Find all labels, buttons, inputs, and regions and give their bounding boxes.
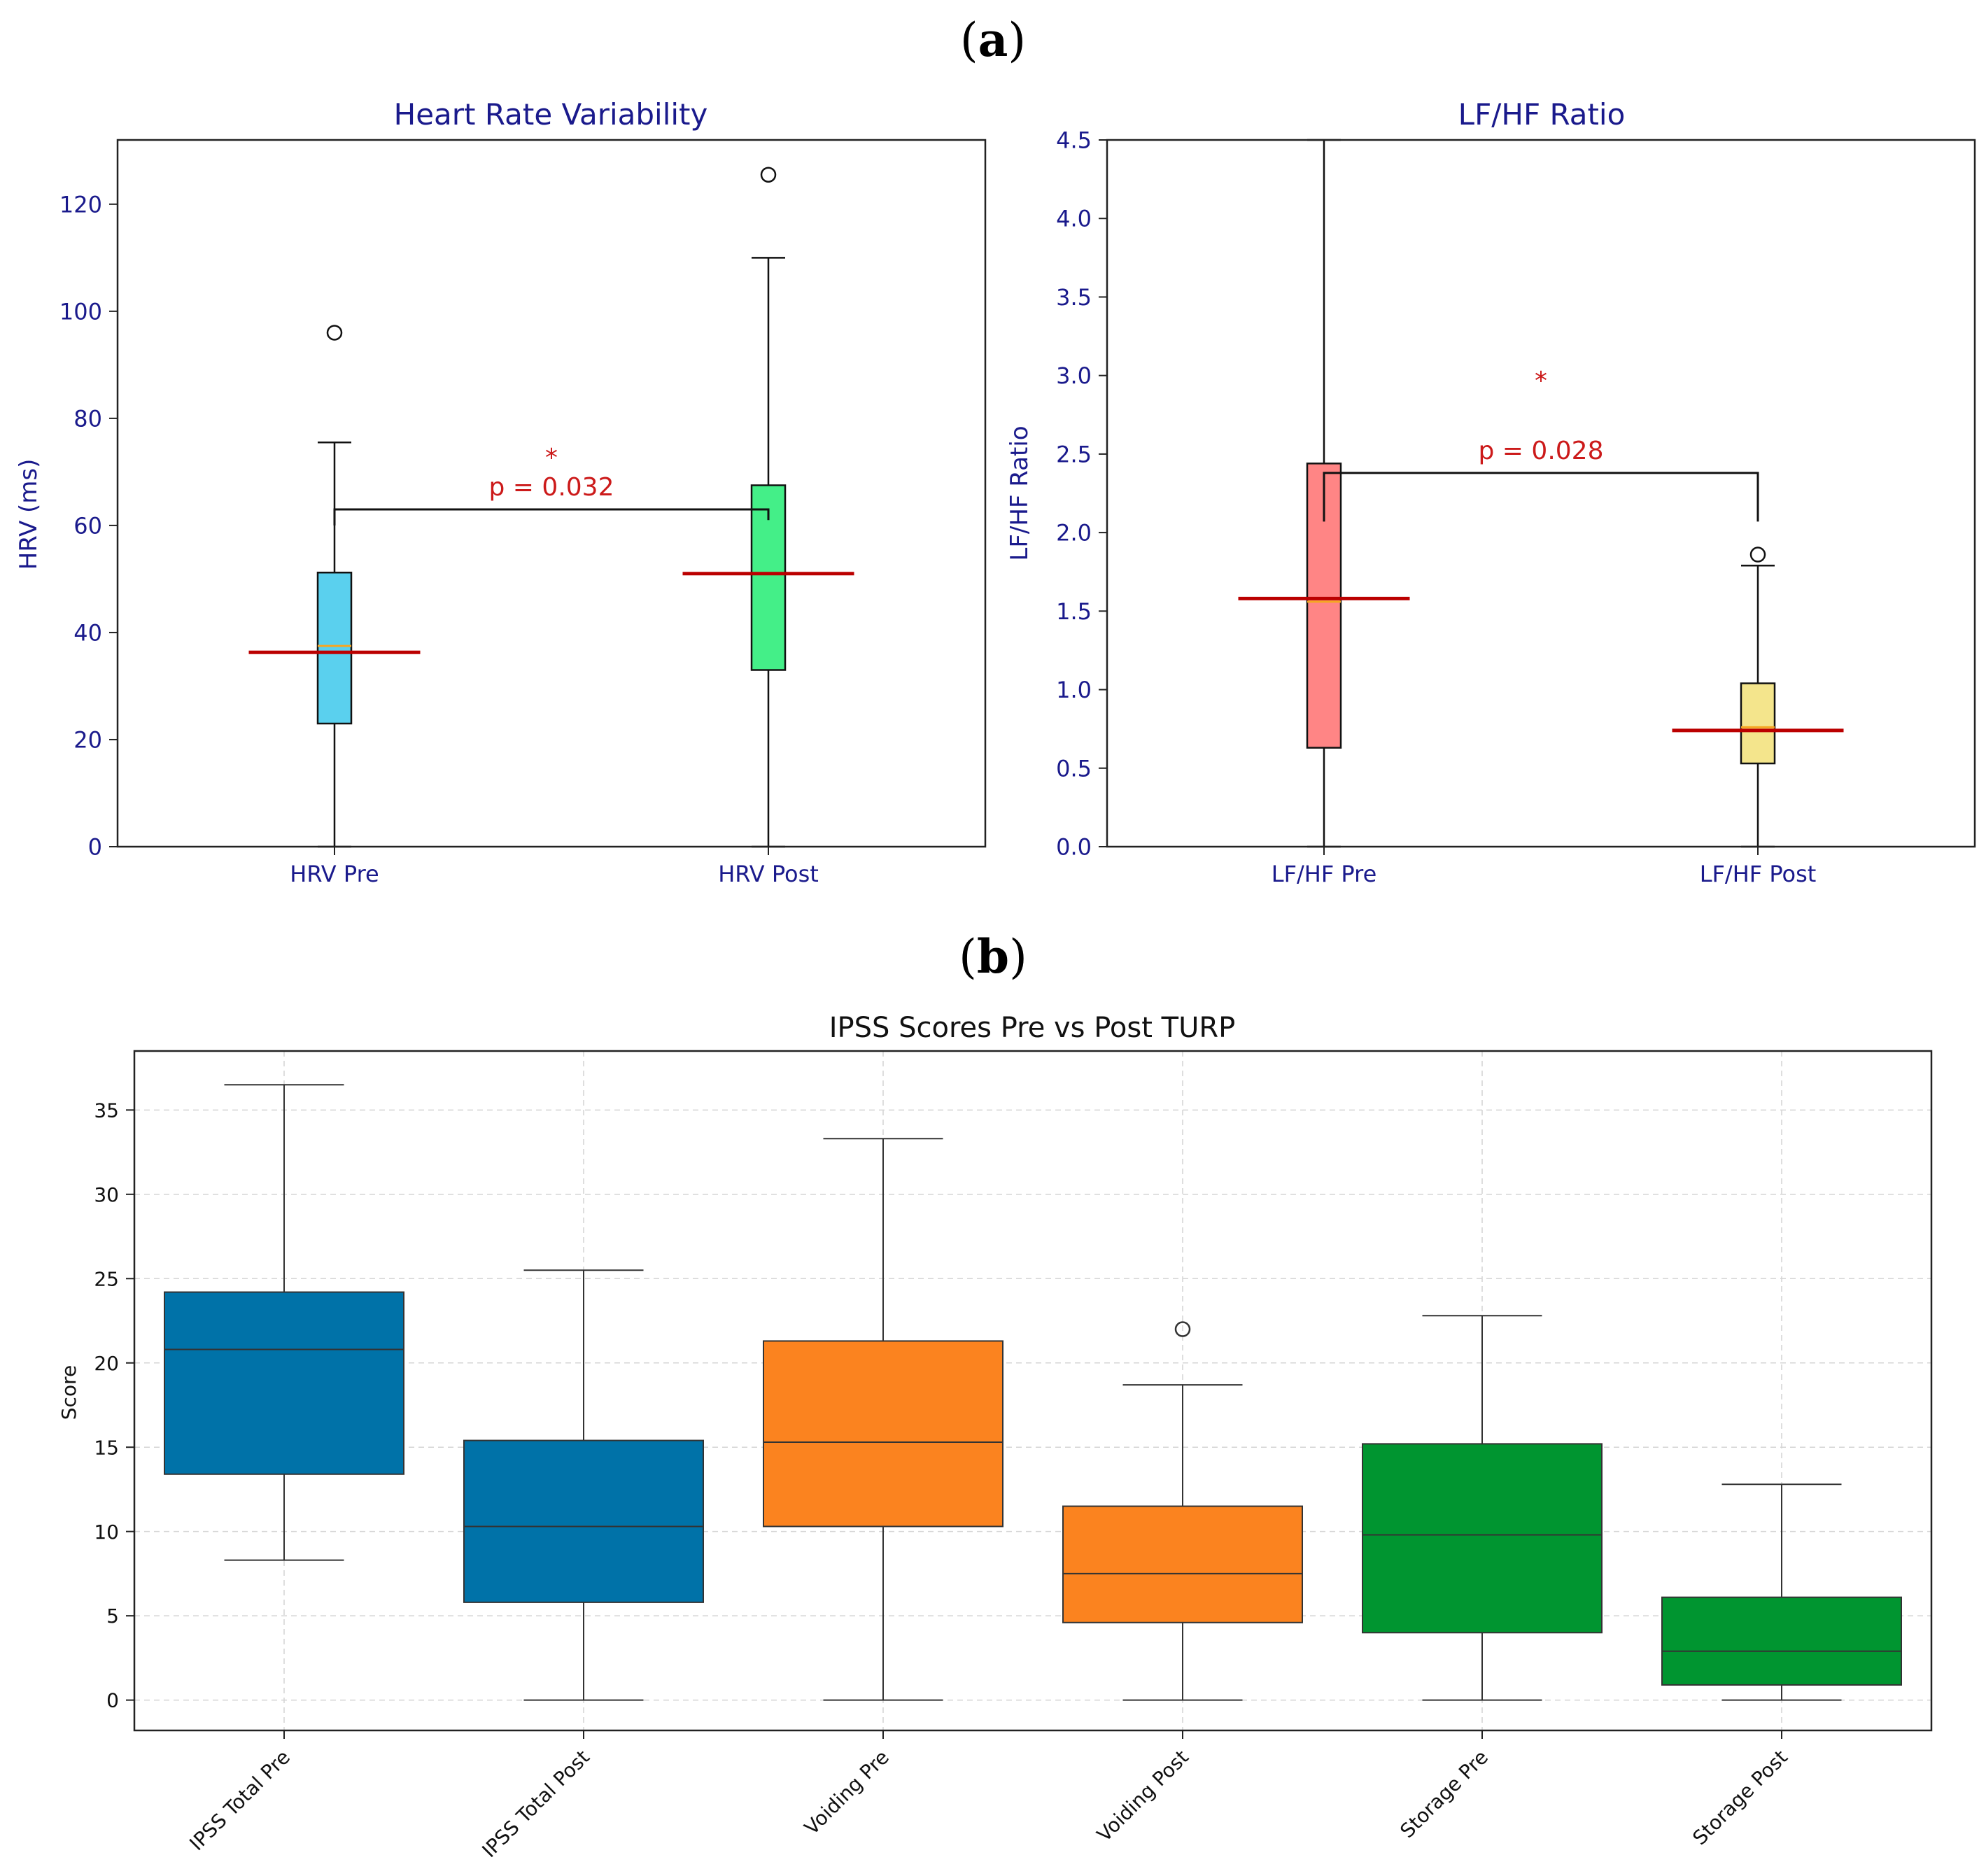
- hrv-significance-bracket: [333, 508, 770, 526]
- hrv-significance-star: *: [545, 444, 558, 472]
- ipss-ytick-label-0: 0: [106, 1689, 119, 1712]
- lfhf-significance-star: *: [1535, 367, 1547, 395]
- ipss-xtick-label-voiding-post: Voiding Post: [1092, 1746, 1193, 1847]
- lfhf-lf-hf-post-box: [1740, 682, 1776, 765]
- hrv-chart-title: Heart Rate Variability: [394, 97, 708, 132]
- hrv-ytick-label-4: 80: [73, 405, 102, 432]
- lfhf-chart: LF/HF Ratio LF/HF Ratio 0.0 0.5 1.0 1.5 2.0 2…: [1006, 97, 1976, 887]
- lfhf-y-axis-label: LF/HF Ratio: [1006, 425, 1034, 560]
- hrv-ytick-label-2: 40: [73, 619, 102, 646]
- ipss-ytick-label-6: 30: [94, 1183, 119, 1206]
- lfhf-ytick-label-2: 1.0: [1056, 677, 1092, 703]
- ipss-ytick-label-1: 5: [106, 1605, 119, 1628]
- hrv-ytick-label-3: 60: [73, 512, 102, 539]
- hrv-xtick-label-hrv-pre: HRV Pre: [290, 861, 379, 887]
- lfhf-ytick-label-0: 0.0: [1056, 834, 1092, 861]
- ipss-ytick-label-3: 15: [94, 1436, 119, 1459]
- hrv-ytick-label-0: 0: [88, 834, 102, 861]
- lfhf-xtick-label-lf-hf-pre: LF/HF Pre: [1272, 861, 1377, 887]
- hrv-hrv-pre-outlier-0: [326, 325, 343, 341]
- ipss-chart: IPSS Scores Pre vs Post TURP Score 0 5 10 1…: [57, 1012, 1933, 1863]
- ipss-y-axis-label: Score: [57, 1365, 80, 1420]
- hrv-xtick-label-hrv-post: HRV Post: [718, 861, 819, 887]
- lfhf-lf-hf-post-outlier-0: [1749, 546, 1766, 563]
- lfhf-ytick-label-8: 4.0: [1056, 206, 1092, 232]
- hrv-ytick-label-5: 100: [59, 298, 102, 325]
- hrv-hrv-pre-box: [316, 571, 353, 725]
- lfhf-ytick-label-3: 1.5: [1056, 598, 1092, 625]
- lfhf-ytick-label-4: 2.0: [1056, 520, 1092, 546]
- hrv-ytick-label-6: 120: [59, 191, 102, 218]
- hrv-ytick-label-1: 20: [73, 726, 102, 753]
- ipss-ipss-total-pre-box: [164, 1291, 404, 1475]
- lfhf-xtick-label-lf-hf-post: LF/HF Post: [1700, 861, 1817, 887]
- ipss-voiding-post-outlier-0: [1174, 1321, 1191, 1337]
- panel-a-label: (a): [960, 13, 1026, 67]
- lfhf-ytick-label-5: 2.5: [1056, 441, 1092, 467]
- ipss-xtick-label-voiding-pre: Voiding Pre: [800, 1746, 894, 1840]
- hrv-p-value-label: p = 0.032: [489, 473, 614, 502]
- hrv-hrv-post-outlier-0: [760, 167, 777, 183]
- ipss-xtick-label-ipss-total-pre: IPSS Total Pre: [185, 1746, 295, 1856]
- ipss-chart-title: IPSS Scores Pre vs Post TURP: [829, 1012, 1236, 1044]
- lfhf-significance-bracket: [1323, 472, 1759, 522]
- ipss-voiding-pre-box: [763, 1340, 1003, 1528]
- lfhf-p-value-label: p = 0.028: [1479, 437, 1604, 465]
- ipss-ytick-label-7: 35: [94, 1099, 119, 1122]
- ipss-xtick-label-ipss-total-post: IPSS Total Post: [477, 1746, 594, 1863]
- ipss-ytick-label-2: 10: [94, 1521, 119, 1544]
- lfhf-plot-frame: [1106, 139, 1976, 848]
- ipss-xtick-label-storage-post: Storage Post: [1688, 1746, 1792, 1850]
- panel-b-label: (b): [959, 929, 1027, 984]
- lfhf-ytick-label-7: 3.5: [1056, 284, 1092, 311]
- ipss-storage-pre-box: [1362, 1443, 1603, 1634]
- ipss-storage-post-box: [1661, 1596, 1902, 1686]
- lfhf-ytick-label-9: 4.5: [1056, 127, 1092, 154]
- lfhf-ytick-label-6: 3.0: [1056, 362, 1092, 389]
- ipss-ipss-total-post-box: [463, 1439, 704, 1603]
- lfhf-ytick-label-1: 0.5: [1056, 755, 1092, 782]
- ipss-ytick-label-4: 20: [94, 1352, 119, 1375]
- ipss-voiding-post-box: [1062, 1505, 1303, 1623]
- hrv-plot-frame: [116, 139, 987, 848]
- ipss-plot-frame: [133, 1050, 1933, 1732]
- hrv-y-axis-label: HRV (ms): [15, 459, 43, 570]
- lfhf-chart-title: LF/HF Ratio: [1458, 97, 1626, 132]
- ipss-xtick-label-storage-pre: Storage Pre: [1395, 1746, 1493, 1843]
- hrv-chart: Heart Rate Variability HRV (ms) 0 20 40 60 8…: [15, 97, 987, 887]
- ipss-ytick-label-5: 25: [94, 1267, 119, 1290]
